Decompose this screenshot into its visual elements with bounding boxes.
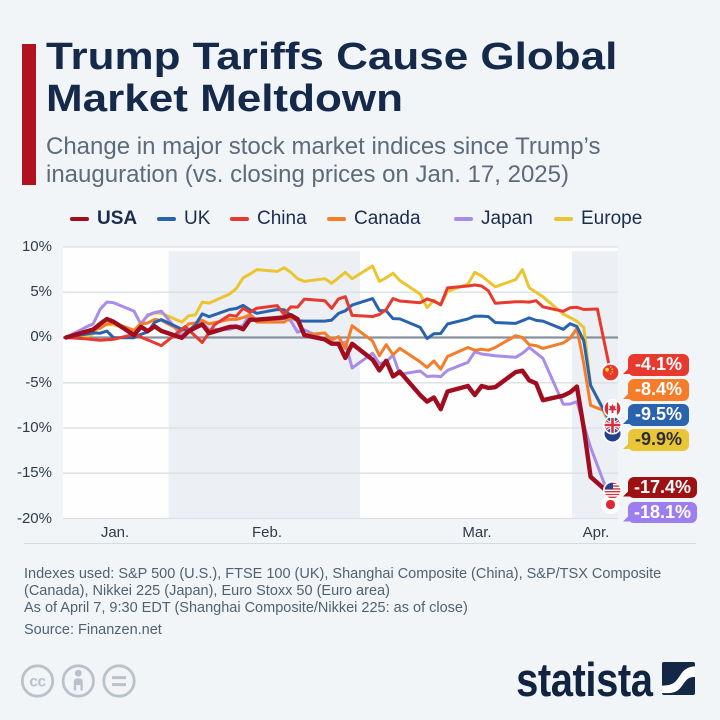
svg-text:cc: cc xyxy=(29,674,46,691)
